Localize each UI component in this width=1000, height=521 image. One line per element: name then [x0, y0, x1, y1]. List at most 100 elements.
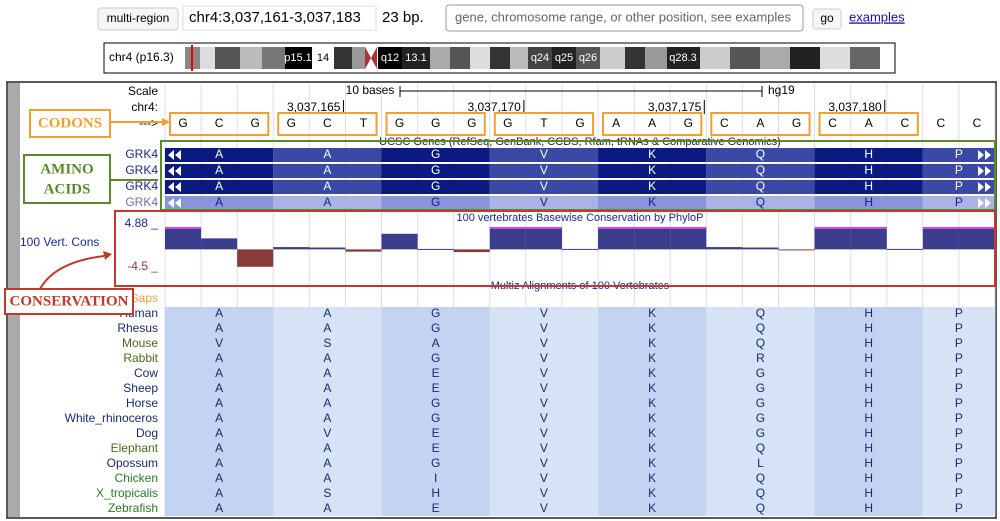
- amino-cell: [814, 164, 923, 178]
- alignment-column: [814, 307, 923, 516]
- conservation-box: [4, 288, 134, 315]
- assembly: hg19: [768, 83, 795, 97]
- conservation-bar: [598, 227, 635, 250]
- aligned-amino: K: [648, 396, 656, 410]
- amino-cell: [489, 148, 599, 162]
- aligned-amino: A: [215, 471, 223, 485]
- amino-cell: [381, 196, 490, 210]
- aligned-amino: Q: [756, 471, 765, 485]
- aligned-amino: K: [648, 501, 656, 515]
- ruler-span: 10 bases: [346, 83, 395, 97]
- gene-amino: A: [323, 195, 331, 209]
- conservation-bar: [778, 249, 815, 251]
- alignment-column: [706, 307, 815, 516]
- ideogram-band: [820, 47, 850, 69]
- conservation-bar: [706, 247, 743, 250]
- gaps-label: Gaps: [129, 291, 158, 305]
- aligned-amino: P: [955, 321, 963, 335]
- aligned-amino: A: [432, 336, 440, 350]
- aligned-amino: S: [323, 336, 331, 350]
- conservation-bar: [742, 247, 779, 250]
- amino-cell: [598, 196, 707, 210]
- band-label: q25: [555, 52, 573, 64]
- aligned-amino: V: [540, 486, 548, 500]
- aligned-amino: H: [864, 351, 873, 365]
- ideogram-band: [625, 47, 645, 69]
- amino-annotation: AMINO: [40, 161, 93, 177]
- search-input[interactable]: [445, 4, 804, 32]
- band-label: q28.3: [669, 52, 697, 64]
- amino-cell: [598, 180, 707, 194]
- aligned-amino: K: [648, 441, 656, 455]
- aligned-amino: K: [648, 426, 656, 440]
- conservation-bar: [453, 249, 490, 253]
- ideogram-band: [312, 47, 334, 69]
- aligned-amino: A: [323, 351, 331, 365]
- gene-amino: V: [540, 179, 548, 193]
- go-button[interactable]: [812, 8, 842, 30]
- aligned-amino: V: [540, 396, 548, 410]
- conservation-annotation: CONSERVATION: [10, 293, 129, 309]
- aligned-amino: G: [431, 396, 440, 410]
- strand-arrow: [168, 166, 174, 176]
- aligned-amino: P: [955, 501, 963, 515]
- species: X_tropicalis: [96, 486, 158, 500]
- aligned-amino: A: [323, 411, 331, 425]
- position-box: [182, 5, 377, 31]
- gene-amino: A: [215, 163, 223, 177]
- aligned-amino: V: [540, 351, 548, 365]
- aligned-amino: V: [540, 366, 548, 380]
- conservation-bar: [489, 227, 526, 250]
- species: Mouse: [122, 336, 158, 350]
- species: Rabbit: [123, 351, 158, 365]
- strand-label: --->: [139, 116, 158, 130]
- aligned-amino: P: [955, 411, 963, 425]
- ideogram-band: [645, 47, 667, 69]
- conservation-bar: [381, 233, 418, 250]
- ideogram-band: [490, 47, 510, 69]
- aligned-amino: P: [955, 441, 963, 455]
- aligned-amino: A: [215, 441, 223, 455]
- codons-box: [29, 109, 111, 138]
- go-label: go: [820, 11, 834, 25]
- codon-box: [710, 112, 811, 136]
- aligned-amino: A: [323, 366, 331, 380]
- aligned-amino: A: [323, 381, 331, 395]
- arrow-head: [103, 251, 112, 260]
- tracks: Scale 10 bases hg19 chr4: ---> 3,037,165 3,037…: [4, 83, 996, 516]
- strand-arrow: [168, 182, 174, 192]
- conservation-title: 100 vertebrates Basewise Conservation by…: [456, 212, 703, 224]
- ideogram-band: [552, 47, 576, 69]
- ideogram-band: [667, 47, 700, 69]
- aligned-amino: G: [431, 456, 440, 470]
- band-label: q24: [531, 52, 549, 64]
- aligned-amino: H: [864, 306, 873, 320]
- species: Horse: [126, 396, 158, 410]
- gene-amino: A: [215, 179, 223, 193]
- aligned-amino: V: [540, 321, 548, 335]
- gene-amino: Q: [756, 147, 765, 161]
- aligned-amino: S: [323, 486, 331, 500]
- conservation-bar: [237, 249, 274, 267]
- band-label: p15.1: [284, 52, 312, 64]
- conservation-bar: [309, 247, 346, 250]
- aligned-amino: A: [323, 396, 331, 410]
- species: Cow: [134, 366, 158, 380]
- base: G: [251, 116, 260, 130]
- base: A: [612, 116, 620, 130]
- examples-link[interactable]: examples: [849, 9, 905, 24]
- gene-amino: G: [431, 147, 440, 161]
- ideogram-band: [352, 47, 365, 69]
- aligned-amino: V: [323, 426, 331, 440]
- band-label: q26: [579, 52, 597, 64]
- amino-cell: [814, 180, 923, 194]
- aligned-amino: V: [215, 336, 223, 350]
- base: G: [792, 116, 801, 130]
- aligned-amino: G: [756, 411, 765, 425]
- multi-region-button[interactable]: [97, 7, 179, 31]
- base: C: [937, 116, 946, 130]
- gene-amino: H: [864, 179, 873, 193]
- base: G: [467, 116, 476, 130]
- aligned-amino: K: [648, 486, 656, 500]
- conservation-frame: [114, 210, 996, 287]
